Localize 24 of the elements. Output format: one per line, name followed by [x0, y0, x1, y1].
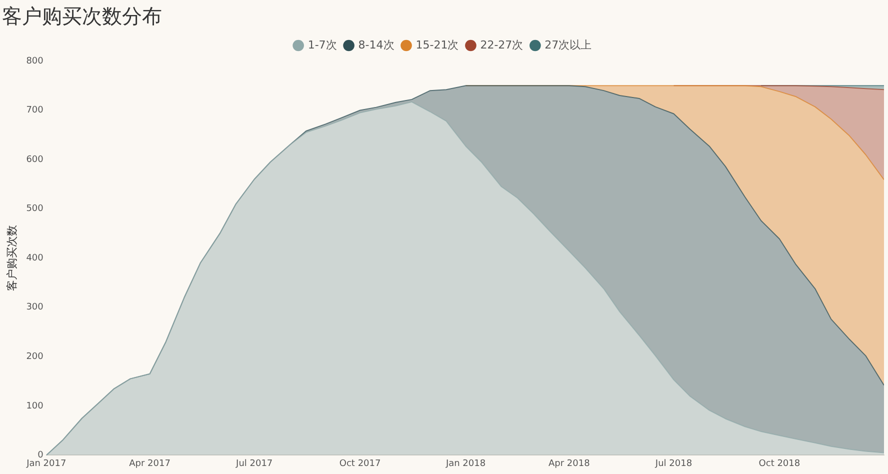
y-tick-label: 500: [26, 204, 44, 214]
y-tick-label: 0: [38, 450, 44, 461]
x-tick-label: Jan 2017: [26, 458, 66, 469]
y-tick-label: 100: [26, 401, 44, 412]
y-tick-label: 400: [26, 253, 44, 264]
legend-label: 27次以上: [544, 38, 592, 52]
legend-label: 1-7次: [308, 38, 337, 52]
y-tick-label: 300: [26, 302, 44, 313]
y-tick-label: 600: [26, 154, 44, 165]
x-tick-label: Apr 2017: [129, 458, 170, 469]
chart-title: 客户购买次数分布: [2, 4, 162, 28]
legend-label: 22-27次: [480, 38, 524, 52]
x-tick-label: Jul 2017: [235, 458, 273, 469]
x-tick-label: Jan 2018: [444, 458, 486, 469]
y-tick-label: 700: [26, 106, 44, 116]
x-tick-label: Apr 2018: [548, 458, 590, 469]
legend-label: 15-21次: [416, 38, 459, 52]
legend-label: 8-14次: [358, 38, 394, 52]
x-tick-label: Jul 2018: [654, 458, 692, 469]
y-tick-label: 200: [26, 352, 44, 362]
y-axis-title: 客户购买次数: [5, 225, 18, 292]
x-tick-label: Oct 2018: [758, 458, 800, 469]
y-tick-label: 800: [26, 56, 44, 66]
x-tick-label: Oct 2017: [339, 458, 381, 469]
